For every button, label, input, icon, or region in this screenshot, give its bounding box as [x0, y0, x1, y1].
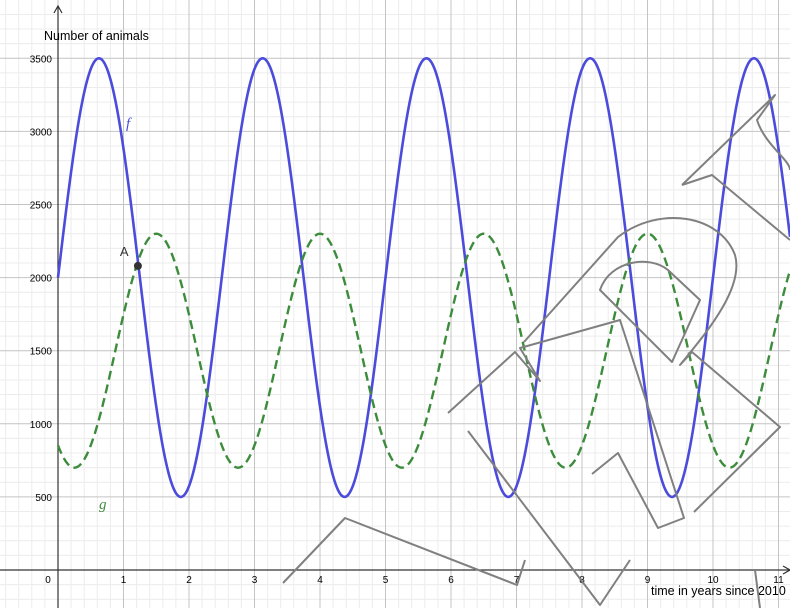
y-tick-label: 2500	[30, 201, 53, 212]
x-tick-label: 11	[773, 575, 784, 586]
y-tick-label: 500	[35, 493, 52, 504]
x-tick-label: 5	[383, 575, 389, 586]
x-tick-label: 9	[645, 575, 651, 586]
y-axis-arrow	[53, 4, 63, 14]
y-tick-label: 1500	[30, 347, 53, 358]
x-tick-label: 6	[448, 575, 454, 586]
x-axis-arrow	[782, 565, 790, 575]
point-label-A: A	[120, 244, 129, 259]
y-tick-label: 1000	[30, 420, 53, 431]
x-axis-title: time in years since 2010	[651, 584, 786, 598]
series-label-f: f	[126, 116, 132, 132]
x-tick-label: 3	[252, 575, 258, 586]
series-label-g: g	[99, 497, 107, 513]
x-tick-label: 2	[186, 575, 192, 586]
point-A	[133, 261, 142, 270]
y-axis-title: Number of animals	[44, 29, 149, 43]
series-layer	[56, 56, 790, 499]
tick-labels: 0 1 2 3 4 5 6 7 8 9 10 1150010001500200025003000350…	[30, 54, 784, 586]
series-line-f	[56, 56, 790, 499]
x-tick-label: 10	[707, 575, 719, 586]
x-tick-label: 4	[317, 575, 323, 586]
x-tick-label: 0	[45, 575, 51, 586]
y-tick-label: 2000	[30, 274, 53, 285]
watermark-outline	[282, 94, 790, 608]
y-tick-label: 3500	[30, 54, 53, 65]
axes	[0, 4, 790, 608]
points-layer: A	[120, 244, 142, 270]
x-tick-label: 1	[121, 575, 127, 586]
x-tick-label: 7	[514, 575, 520, 586]
y-tick-label: 3000	[30, 127, 53, 138]
